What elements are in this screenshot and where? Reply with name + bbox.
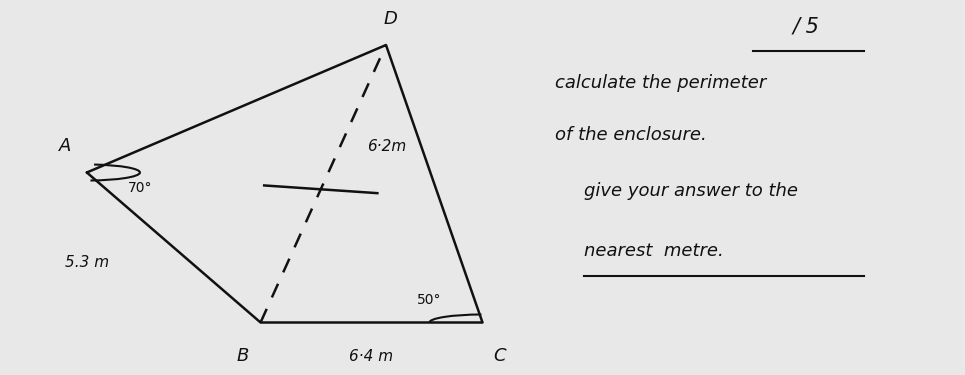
Text: calculate the perimeter: calculate the perimeter (555, 74, 766, 92)
Text: 70°: 70° (127, 180, 152, 195)
Text: 50°: 50° (417, 293, 442, 307)
Text: / 5: / 5 (792, 16, 819, 36)
Text: nearest  metre.: nearest metre. (584, 242, 724, 260)
Text: A: A (60, 137, 71, 155)
Text: 6·2m: 6·2m (367, 139, 406, 154)
Text: of the enclosure.: of the enclosure. (555, 126, 706, 144)
Text: B: B (237, 347, 249, 365)
Text: give your answer to the: give your answer to the (584, 182, 798, 200)
Text: D: D (384, 10, 398, 28)
Text: C: C (493, 347, 507, 365)
Text: 5.3 m: 5.3 m (65, 255, 109, 270)
Text: 6·4 m: 6·4 m (349, 349, 394, 364)
